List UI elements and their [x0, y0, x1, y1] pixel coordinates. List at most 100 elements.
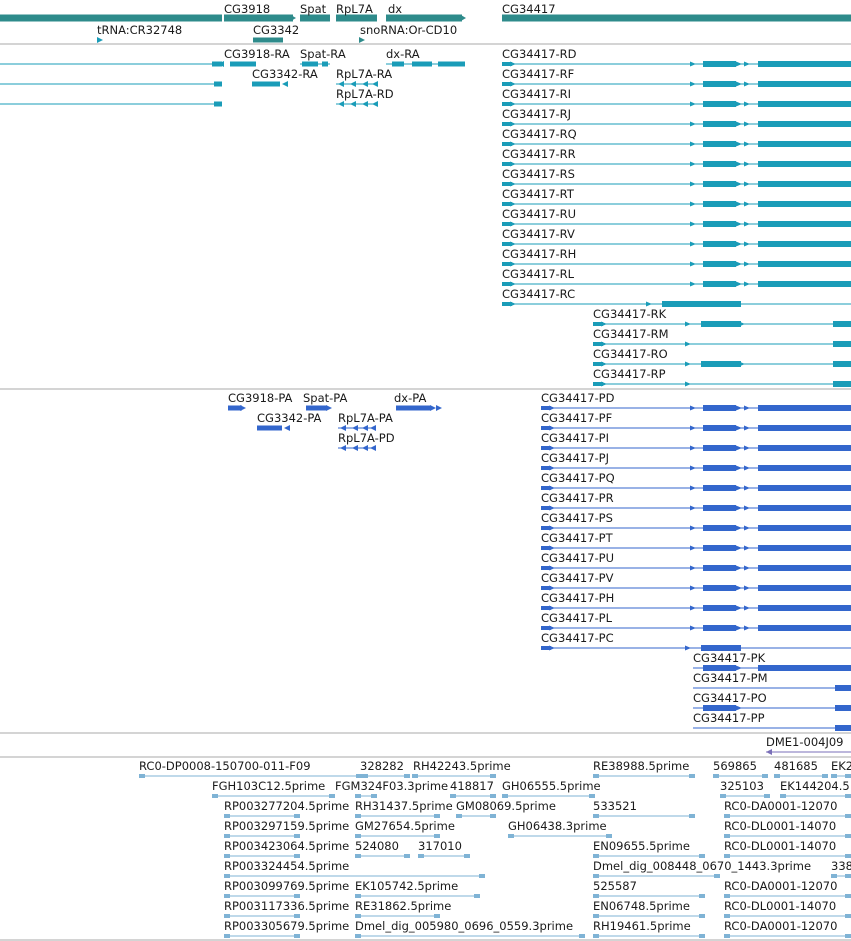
- est-block: [724, 814, 730, 818]
- strand-arrow-right: [685, 381, 691, 387]
- est-block: [593, 914, 599, 918]
- strand-arrow-right: [736, 625, 742, 631]
- strand-arrow-right: [744, 261, 750, 267]
- est-label: GM08069.5prime: [456, 799, 556, 813]
- est-block: [139, 774, 145, 778]
- strand-arrow-right: [690, 61, 696, 67]
- est-block: [593, 894, 599, 898]
- protein-label: CG3342-PA: [257, 411, 322, 425]
- strand-arrow-left: [340, 425, 346, 431]
- strand-arrow-right: [685, 361, 691, 367]
- est-block: [845, 854, 851, 858]
- strand-arrow-right: [510, 221, 516, 227]
- gene-span: [386, 14, 462, 22]
- strand-arrow-right: [736, 665, 742, 671]
- strand-arrow-right: [736, 545, 742, 551]
- gene-label: tRNA:CR32748: [97, 23, 182, 37]
- gene-label: snoRNA:Or-CD10: [360, 23, 457, 37]
- est-block: [294, 914, 300, 918]
- est-label: EK2: [831, 759, 851, 773]
- gene-label: CG34417: [502, 2, 556, 16]
- exon-box: [758, 665, 851, 671]
- est-block: [355, 934, 361, 938]
- strand-arrow-right: [690, 545, 696, 551]
- est-label: 325103: [720, 779, 764, 793]
- est-block: [224, 834, 230, 838]
- est-label: RP003277204.5prime: [224, 799, 349, 813]
- protein-label: CG34417-PK: [693, 651, 766, 665]
- strand-arrow-right: [690, 241, 696, 247]
- est-label: RP003305679.5prime: [224, 919, 349, 933]
- exon-box: [502, 142, 512, 146]
- est-block: [845, 874, 851, 878]
- est-block: [593, 934, 599, 938]
- exon-box: [502, 242, 512, 246]
- est-block: [212, 794, 218, 798]
- strand-arrow-right: [290, 14, 296, 22]
- exon-box: [703, 665, 736, 671]
- est-label: 317010: [418, 839, 462, 853]
- est-block: [294, 834, 300, 838]
- strand-arrow-left: [338, 101, 344, 107]
- est-label: EK105742.5prime: [355, 879, 458, 893]
- protein-label: CG34417-PM: [693, 671, 768, 685]
- strand-arrow-right: [736, 81, 742, 87]
- exon-box: [502, 122, 512, 126]
- est-label: RP003297159.5prime: [224, 819, 349, 833]
- est-block: [294, 854, 300, 858]
- strand-arrow-right: [549, 585, 555, 591]
- strand-arrow-right: [510, 241, 516, 247]
- gene-label: RpL7A: [336, 2, 373, 16]
- est-block: [418, 854, 424, 858]
- exon-box: [758, 281, 851, 287]
- strand-arrow-right: [736, 121, 742, 127]
- strand-arrow-right: [549, 445, 555, 451]
- protein-label: CG34417-PP: [693, 711, 765, 725]
- exon-box: [835, 725, 851, 731]
- est-block: [762, 774, 768, 778]
- transcript-label: CG34417-RR: [502, 147, 576, 161]
- transcript-label: CG34417-RI: [502, 87, 571, 101]
- strand-arrow-right: [744, 545, 750, 551]
- est-block: [224, 914, 230, 918]
- exon-box: [758, 61, 851, 67]
- strand-arrow-right: [510, 181, 516, 187]
- gene-span: [336, 14, 377, 22]
- est-block: [224, 814, 230, 818]
- protein-label: CG34417-PJ: [541, 451, 609, 465]
- est-block: [845, 934, 851, 938]
- est-block: [371, 794, 377, 798]
- exon-box: [541, 646, 551, 650]
- strand-arrow-right: [549, 465, 555, 471]
- strand-arrow-right: [744, 181, 750, 187]
- transcript-label: CG34417-RC: [502, 287, 575, 301]
- est-label: RH19461.5prime: [593, 919, 691, 933]
- est-label: FGM324F03.3prime: [335, 779, 448, 793]
- exon-box: [701, 321, 741, 327]
- est-block: [355, 854, 361, 858]
- est-block: [404, 774, 410, 778]
- strand-arrow-right: [549, 565, 555, 571]
- est-block: [831, 874, 837, 878]
- exon-box: [703, 261, 736, 267]
- exon-box: [758, 445, 851, 451]
- strand-arrow-right: [736, 605, 742, 611]
- exon-box: [701, 361, 741, 367]
- est-block: [434, 814, 440, 818]
- strand-arrow-right: [736, 281, 742, 287]
- est-label: 418817: [450, 779, 494, 793]
- strand-arrow-right: [690, 445, 696, 451]
- exon-box: [502, 202, 512, 206]
- protein-label: CG34417-PD: [541, 391, 615, 405]
- exon-box: [758, 405, 851, 411]
- est-block: [593, 774, 599, 778]
- exon-box: [758, 425, 851, 431]
- strand-arrow-right: [690, 261, 696, 267]
- est-label: GH06555.5prime: [502, 779, 601, 793]
- exon-box: [703, 525, 736, 531]
- est-block: [474, 894, 480, 898]
- exon-box: [758, 101, 851, 107]
- protein-label: CG34417-PS: [541, 511, 613, 525]
- strand-arrow-right: [690, 181, 696, 187]
- exon-box: [758, 605, 851, 611]
